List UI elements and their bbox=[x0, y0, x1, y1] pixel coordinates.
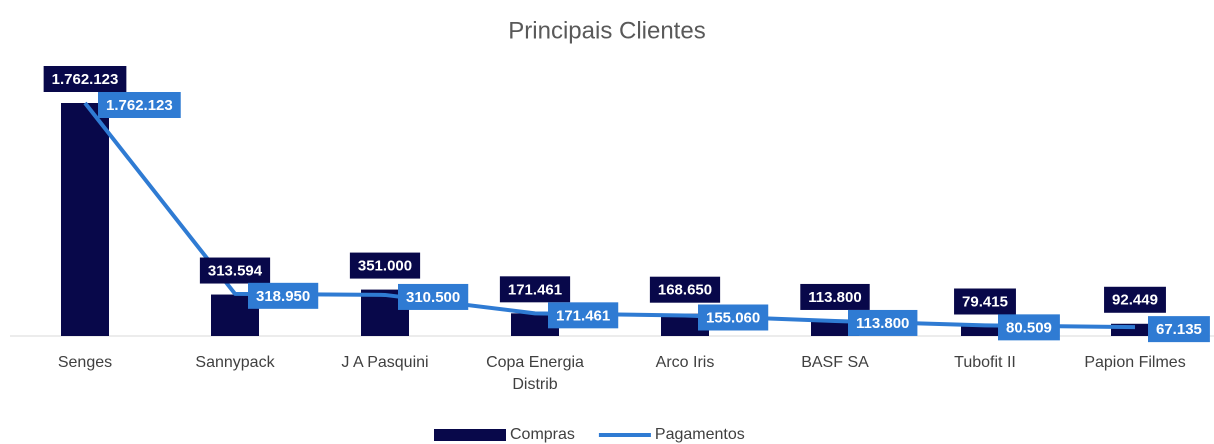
bar bbox=[811, 320, 859, 336]
data-label-box bbox=[954, 288, 1016, 315]
data-label-text: 1.762.123 bbox=[52, 71, 119, 88]
data-label-box bbox=[199, 257, 271, 284]
data-label-box bbox=[1104, 286, 1166, 313]
data-label-text: 80.509 bbox=[1006, 319, 1052, 336]
data-label-text: 155.060 bbox=[706, 309, 760, 326]
data-label-text: 171.461 bbox=[556, 307, 610, 324]
data-label: 351.000 bbox=[349, 252, 421, 279]
data-label: 1.762.123 bbox=[98, 92, 181, 118]
legend-swatch bbox=[434, 429, 506, 441]
data-label-box bbox=[649, 276, 721, 303]
legend-label: Compras bbox=[510, 426, 575, 443]
bar bbox=[961, 325, 1009, 336]
x-tick-label: J A Pasquini bbox=[341, 354, 429, 371]
data-label: 79.415 bbox=[954, 288, 1016, 315]
data-label: 113.800 bbox=[800, 283, 870, 310]
x-tick-label: Sannypack bbox=[195, 354, 275, 371]
data-label-box bbox=[800, 283, 870, 310]
data-label-text: 313.594 bbox=[208, 263, 263, 280]
data-label: 171.461 bbox=[499, 276, 571, 303]
x-tick-label: Senges bbox=[57, 354, 113, 371]
data-label-text: 67.135 bbox=[1156, 321, 1202, 338]
data-label-text: 113.800 bbox=[856, 315, 909, 332]
data-label: 80.509 bbox=[998, 314, 1060, 341]
data-label-text: 351.000 bbox=[358, 258, 412, 275]
data-label-text: 92.449 bbox=[1112, 292, 1158, 309]
data-label-box bbox=[548, 302, 619, 329]
data-label-text: 310.500 bbox=[406, 289, 460, 306]
data-label-text: 79.415 bbox=[962, 293, 1008, 310]
data-label-text: 113.800 bbox=[808, 289, 861, 306]
x-tick-label: Arco Iris bbox=[655, 354, 715, 371]
legend-label: Pagamentos bbox=[655, 426, 745, 443]
data-label-text: 171.461 bbox=[508, 281, 562, 298]
x-tick-label: Papion Filmes bbox=[1084, 354, 1186, 371]
data-label-box bbox=[848, 309, 918, 336]
data-label: 113.800 bbox=[848, 309, 918, 336]
data-label-box bbox=[1148, 316, 1210, 343]
data-label-text: 168.650 bbox=[658, 282, 712, 299]
data-label-box bbox=[698, 304, 769, 331]
data-label-box bbox=[349, 252, 421, 279]
bar bbox=[661, 313, 709, 336]
data-label-box bbox=[398, 283, 469, 310]
data-label: 318.950 bbox=[248, 282, 319, 309]
data-label: 92.449 bbox=[1104, 286, 1166, 313]
data-label: 155.060 bbox=[698, 304, 769, 331]
x-tick-label: Copa Energia Distrib bbox=[486, 354, 584, 393]
data-label-box bbox=[248, 282, 319, 309]
bar bbox=[61, 103, 109, 336]
data-label-box bbox=[43, 66, 127, 92]
x-tick-label: Tubofit II bbox=[954, 354, 1016, 371]
data-label: 171.461 bbox=[548, 302, 619, 329]
data-label-text: 1.762.123 bbox=[106, 97, 173, 114]
data-label-box bbox=[998, 314, 1060, 341]
data-label: 67.135 bbox=[1148, 316, 1210, 343]
data-label-box bbox=[98, 92, 181, 118]
data-label: 168.650 bbox=[649, 276, 721, 303]
data-label: 310.500 bbox=[398, 283, 469, 310]
data-label-box bbox=[499, 276, 571, 303]
data-label-text: 318.950 bbox=[256, 288, 310, 305]
chart-title: Principais Clientes bbox=[508, 17, 705, 44]
x-tick-label: BASF SA bbox=[801, 354, 869, 371]
data-label: 1.762.123 bbox=[43, 66, 127, 92]
bar bbox=[511, 313, 559, 336]
data-label: 313.594 bbox=[199, 257, 271, 284]
